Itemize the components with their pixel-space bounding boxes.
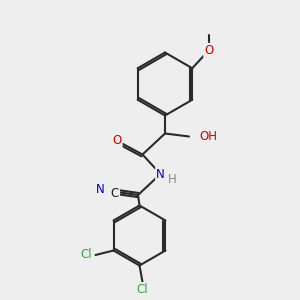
Text: C: C (111, 187, 119, 200)
Text: N: N (96, 183, 105, 196)
Text: OH: OH (200, 130, 217, 143)
Text: N: N (156, 167, 165, 181)
Text: Cl: Cl (137, 283, 148, 296)
Text: O: O (204, 44, 213, 57)
Text: O: O (112, 134, 122, 148)
Text: H: H (167, 173, 176, 186)
Text: Cl: Cl (81, 248, 92, 262)
